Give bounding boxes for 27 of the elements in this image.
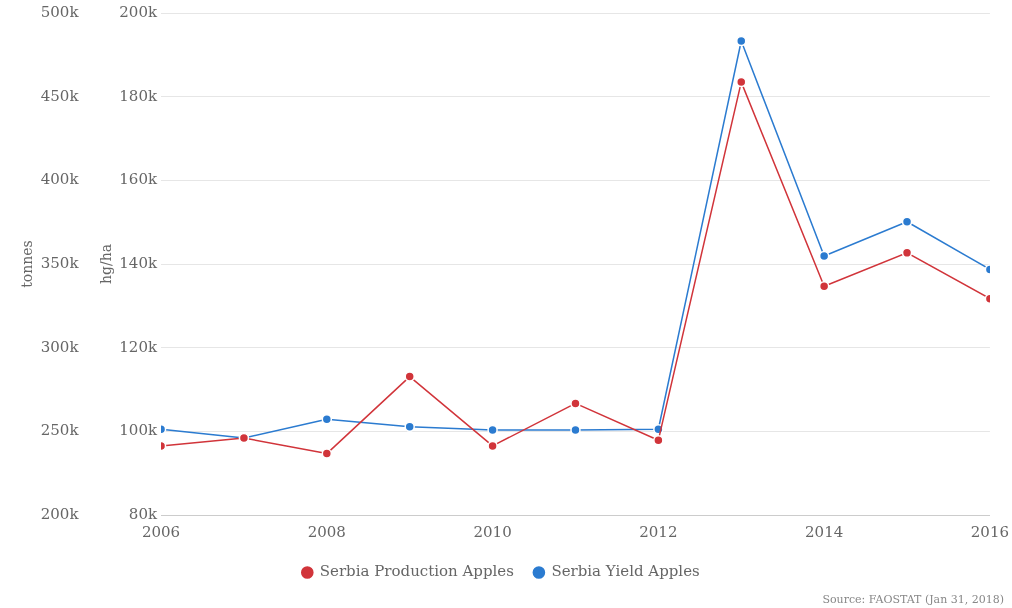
x-tick-label: 2014 xyxy=(805,522,844,541)
y-tick-label: 400k xyxy=(40,170,80,189)
point xyxy=(570,398,581,409)
x-tick-label: 2010 xyxy=(473,522,512,541)
y-tick-label: 200k xyxy=(40,504,80,523)
x-tick-label: 2006 xyxy=(141,522,181,541)
y2-tick-label: 100k xyxy=(119,421,158,440)
legend-label: Serbia Yield Apples xyxy=(551,562,700,581)
y2-tick-label: 120k xyxy=(119,337,158,356)
x-tick-label: 2016 xyxy=(970,522,1010,541)
y-axis-title: tonnes xyxy=(19,240,36,288)
y2-tick-label: 200k xyxy=(119,2,158,21)
x-tick-label: 2012 xyxy=(639,522,678,541)
y2-tick-label: 80k xyxy=(128,504,158,523)
point xyxy=(404,371,415,382)
y2-axis-title: hg/ha xyxy=(97,243,114,285)
y2-tick-label: 160k xyxy=(119,170,158,189)
legend-label: Serbia Production Apples xyxy=(319,562,514,581)
y-tick-label: 300k xyxy=(40,337,80,356)
y-tick-label: 450k xyxy=(40,86,80,105)
y-tick-label: 350k xyxy=(40,253,80,272)
y2-tick-label: 180k xyxy=(119,86,158,105)
x-tick-label: 2008 xyxy=(307,522,346,541)
source-note: Source: FAOSTAT (Jan 31, 2018) xyxy=(822,593,1004,606)
y-tick-label: 250k xyxy=(40,421,80,440)
y-tick-label: 500k xyxy=(40,2,80,21)
y2-tick-label: 140k xyxy=(119,253,158,272)
